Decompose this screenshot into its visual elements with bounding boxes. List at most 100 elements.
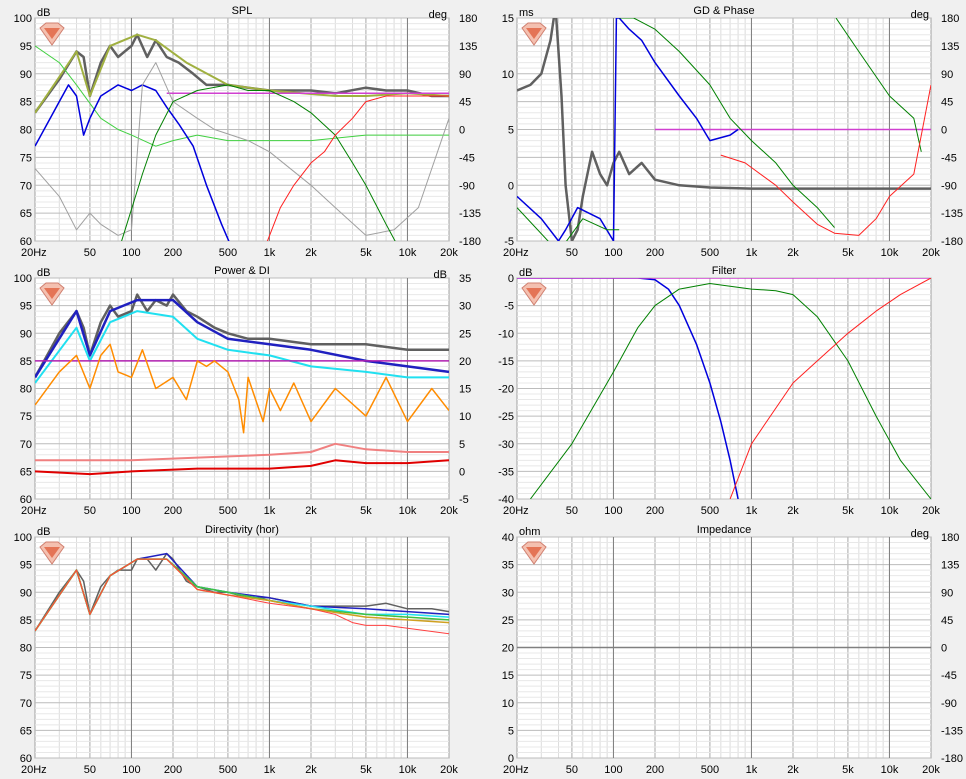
- y2-tick-label: -90: [941, 698, 957, 710]
- logo-inner: [44, 288, 60, 299]
- y-tick-label: 100: [14, 13, 32, 25]
- y2-axis-unit: deg: [911, 9, 929, 21]
- chart-title: Power & DI: [214, 265, 270, 277]
- y-tick-label: 80: [20, 125, 32, 137]
- series-line-power_di-5: [35, 442, 449, 462]
- y-tick-label: 70: [20, 180, 32, 192]
- y-tick-label: 60: [20, 236, 32, 248]
- x-tick-label: 100: [604, 764, 622, 776]
- chart-title: Directivity (hor): [205, 524, 279, 536]
- x-tick-label: 200: [164, 505, 182, 517]
- y-tick-label: 0: [508, 753, 514, 765]
- series-line-power_di-4: [35, 343, 449, 434]
- y-tick-label: 75: [20, 152, 32, 164]
- y-tick-label: 90: [20, 328, 32, 340]
- x-tick-label: 10k: [399, 247, 417, 259]
- x-tick-label: 5k: [360, 505, 372, 517]
- chart-title: GD & Phase: [693, 5, 754, 17]
- y-tick-label: 10: [502, 698, 514, 710]
- y2-tick-label: 180: [459, 13, 477, 25]
- vituixcad-logo: [521, 541, 547, 565]
- x-tick-label: 20Hz: [21, 505, 47, 517]
- y-tick-label: 70: [20, 439, 32, 451]
- y2-tick-label: -5: [459, 494, 469, 506]
- y-tick-label: -25: [498, 411, 514, 423]
- y-tick-label: 80: [20, 643, 32, 655]
- y2-tick-label: 10: [459, 411, 471, 423]
- x-tick-label: 500: [701, 505, 719, 517]
- series-line-filter-0: [517, 278, 739, 499]
- x-tick-label: 100: [604, 247, 622, 259]
- y2-tick-label: 45: [941, 97, 953, 109]
- x-tick-label: 2k: [787, 764, 799, 776]
- y2-tick-label: -90: [941, 180, 957, 192]
- x-tick-label: 500: [701, 247, 719, 259]
- x-tick-label: 20Hz: [503, 505, 529, 517]
- series-line-filter-3: [729, 278, 931, 499]
- x-tick-label: 200: [646, 247, 664, 259]
- x-tick-label: 5k: [360, 764, 372, 776]
- x-tick-label: 100: [604, 505, 622, 517]
- y-tick-label: 100: [14, 532, 32, 544]
- y-tick-label: 65: [20, 466, 32, 478]
- y2-tick-label: -180: [941, 753, 963, 765]
- y2-tick-label: -90: [459, 180, 475, 192]
- x-tick-label: 50: [84, 505, 96, 517]
- x-tick-label: 200: [164, 764, 182, 776]
- x-tick-label: 50: [84, 764, 96, 776]
- series-line-gd_phase-5: [835, 18, 922, 152]
- y2-tick-label: -135: [941, 725, 963, 737]
- y-tick-label: 60: [20, 753, 32, 765]
- y-tick-label: 75: [20, 411, 32, 423]
- series-line-spl-3: [35, 45, 449, 147]
- x-tick-label: 50: [566, 247, 578, 259]
- x-tick-label: 1k: [264, 247, 276, 259]
- logo-inner: [44, 28, 60, 39]
- y2-tick-label: 25: [459, 328, 471, 340]
- y2-tick-label: 5: [459, 439, 465, 451]
- x-tick-label: 2k: [305, 505, 317, 517]
- x-tick-label: 1k: [746, 505, 758, 517]
- y-tick-label: 5: [508, 725, 514, 737]
- y2-tick-label: 135: [941, 560, 959, 572]
- y2-tick-label: 180: [941, 532, 959, 544]
- y2-tick-label: 15: [459, 384, 471, 396]
- y2-tick-label: 30: [459, 301, 471, 313]
- x-tick-label: 5k: [360, 247, 372, 259]
- logo-inner: [526, 288, 542, 299]
- y-tick-label: 10: [502, 69, 514, 81]
- x-tick-label: 500: [219, 505, 237, 517]
- vituixcad-logo: [39, 22, 65, 46]
- x-tick-label: 100: [122, 247, 140, 259]
- series-line-gd_phase-0: [517, 18, 931, 241]
- y-tick-label: -40: [498, 494, 514, 506]
- vituixcad-logo: [39, 282, 65, 306]
- x-tick-label: 100: [122, 505, 140, 517]
- x-tick-label: 20k: [440, 247, 458, 259]
- x-tick-label: 10k: [399, 764, 417, 776]
- x-tick-label: 50: [566, 505, 578, 517]
- y-axis-unit: ms: [519, 7, 534, 19]
- y2-tick-label: 135: [941, 41, 959, 53]
- x-tick-label: 2k: [305, 247, 317, 259]
- chart-title: Impedance: [697, 524, 751, 536]
- x-tick-label: 2k: [305, 764, 317, 776]
- y-tick-label: -15: [498, 356, 514, 368]
- y2-tick-label: -45: [941, 670, 957, 682]
- y2-tick-label: 0: [941, 125, 947, 137]
- series-line-spl-6: [121, 84, 396, 241]
- x-tick-label: 1k: [746, 764, 758, 776]
- y-axis-unit: dB: [519, 267, 532, 279]
- x-tick-label: 10k: [881, 247, 899, 259]
- x-tick-label: 200: [646, 505, 664, 517]
- y2-tick-label: -135: [459, 208, 481, 220]
- y-tick-label: 15: [502, 670, 514, 682]
- y2-tick-label: 135: [459, 41, 477, 53]
- y-tick-label: 90: [20, 587, 32, 599]
- y-tick-label: 35: [502, 560, 514, 572]
- y-tick-label: 95: [20, 41, 32, 53]
